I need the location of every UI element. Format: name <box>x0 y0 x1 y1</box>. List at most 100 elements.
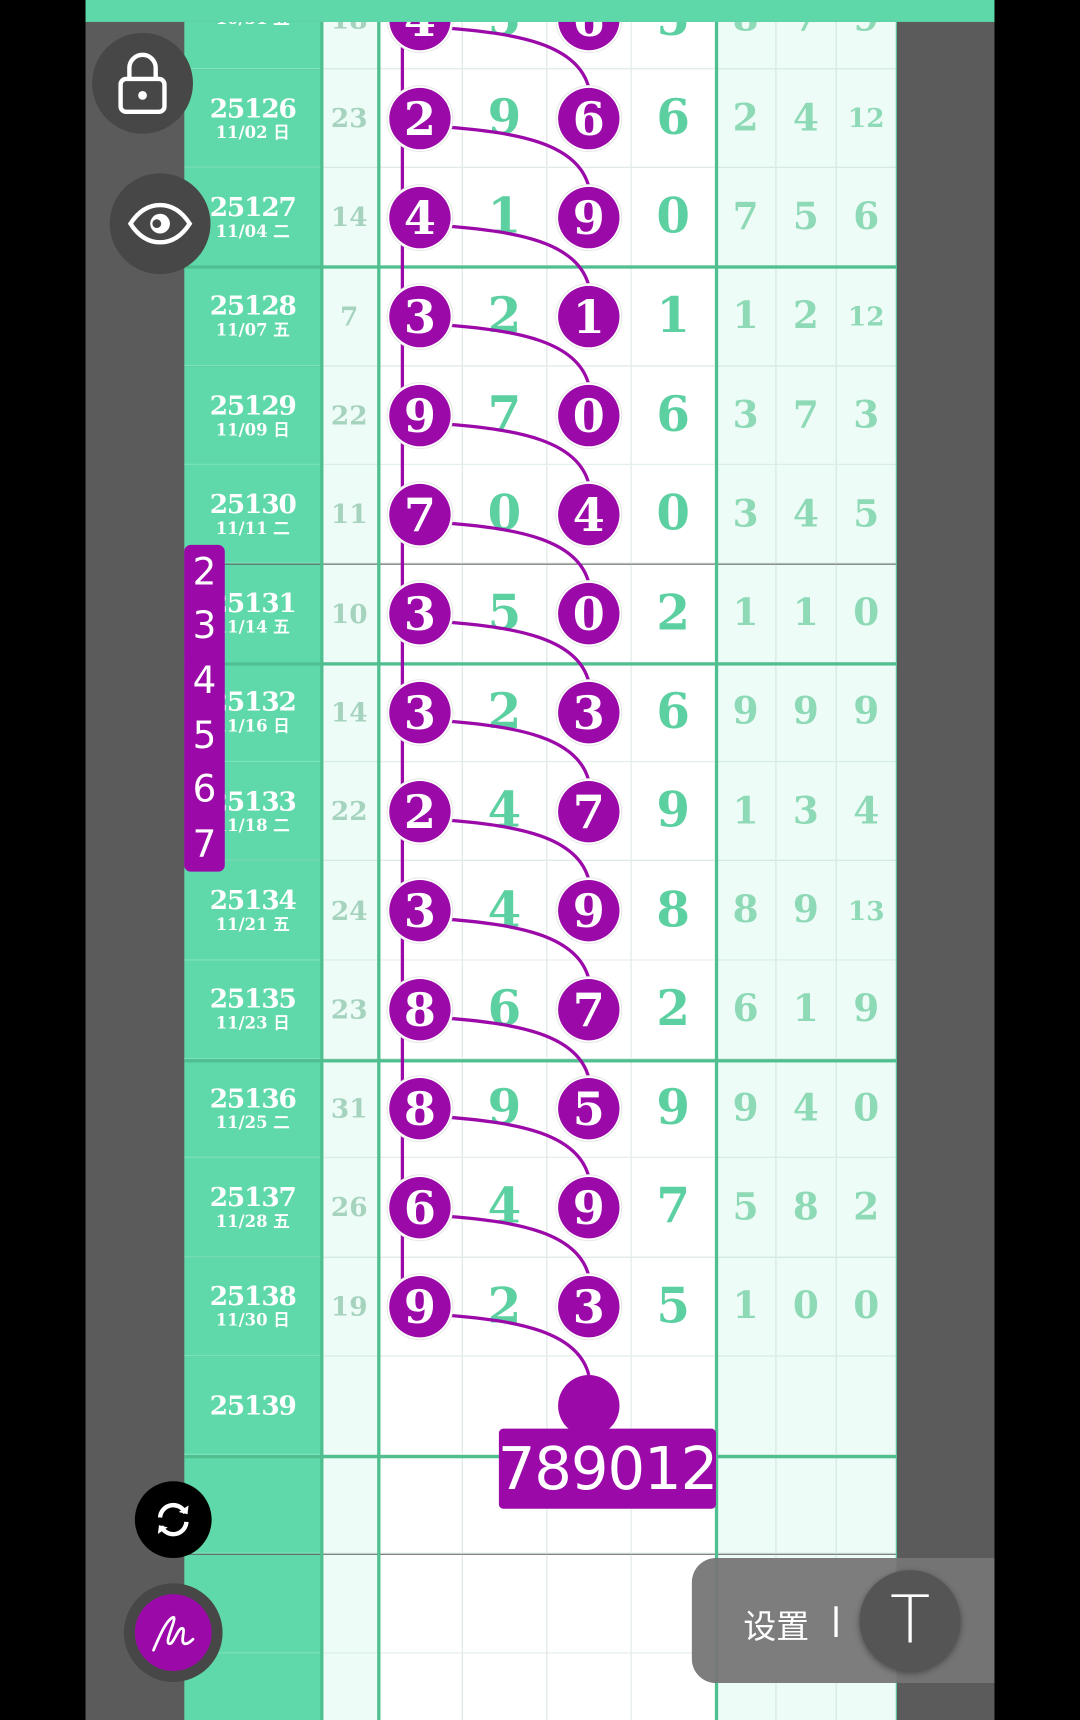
cell-value: 9 <box>853 690 880 735</box>
cell-d: 2 <box>631 960 716 1060</box>
cell-d: 5 <box>631 21 716 70</box>
cell-d: 8 <box>631 861 716 961</box>
cell-c <box>547 465 632 565</box>
cell-sum: 24 <box>321 861 379 961</box>
cell-b <box>462 1653 548 1720</box>
cell-value: 4 <box>792 1086 819 1131</box>
cell-b: 2 <box>462 663 548 763</box>
cell-value: 9 <box>732 1086 759 1131</box>
cell-value: 9 <box>853 22 879 41</box>
side-tag-digit: 3 <box>192 604 217 649</box>
cell-value: 2 <box>656 585 691 642</box>
cell-f: 9 <box>776 861 837 961</box>
cell-a <box>378 762 463 862</box>
text-tool-button[interactable]: T <box>859 1570 961 1671</box>
cell-value: 0 <box>656 486 691 543</box>
cell-e: 8 <box>715 21 777 70</box>
cell-value: 0 <box>853 591 880 635</box>
prediction-text: 789012 <box>497 1434 719 1504</box>
cell-f: 7 <box>776 21 837 70</box>
cell-g: 4 <box>836 762 897 862</box>
cell-value: 24 <box>330 894 368 926</box>
cell-value: 2 <box>853 1185 880 1230</box>
cell-f: 3 <box>776 762 837 862</box>
cell-c <box>547 762 632 862</box>
cell-a <box>378 1059 463 1159</box>
issue-cell: 25139 <box>184 1356 322 1456</box>
cell-d: 9 <box>631 1059 716 1159</box>
refresh-icon <box>157 1502 189 1537</box>
cell-f: 1 <box>776 960 837 1060</box>
cell-a <box>378 1653 463 1720</box>
cell-value: 8 <box>656 882 691 939</box>
cell-sum: 14 <box>321 663 379 763</box>
cell-a <box>378 1257 463 1357</box>
cell-g: 5 <box>836 465 897 565</box>
side-number-tag[interactable]: 2 3 4 5 6 7 <box>184 544 225 872</box>
issue-number: 25139 <box>209 1388 297 1421</box>
cell-d: 1 <box>631 267 716 367</box>
cell-f: 7 <box>776 366 837 466</box>
side-tag-digit: 5 <box>192 713 217 758</box>
cell-sum: 19 <box>321 1257 379 1357</box>
lock-button[interactable] <box>92 32 193 134</box>
group-divider <box>184 265 897 269</box>
cell-value: 11 <box>330 498 368 530</box>
cell-sum: 31 <box>321 1059 379 1159</box>
cell-g: 9 <box>836 21 897 70</box>
cell-value: 5 <box>656 1278 691 1335</box>
cell-value: 1 <box>487 189 522 245</box>
cell-e: 1 <box>715 762 777 862</box>
issue-date: 11/18 二 <box>215 815 290 836</box>
cell-b: 5 <box>462 21 548 70</box>
eye-button[interactable] <box>109 173 211 275</box>
settings-label[interactable]: 设置 <box>743 1608 810 1647</box>
settings-panel[interactable]: 设置 T <box>691 1558 995 1684</box>
cell-sum: 10 <box>321 564 379 664</box>
cell-value: 5 <box>732 1185 759 1230</box>
issue-number: 25130 <box>209 487 297 520</box>
cell-value: 9 <box>853 987 880 1032</box>
cell-b: 1 <box>462 168 548 268</box>
text-cursor-divider <box>834 1606 838 1637</box>
cell-sum <box>321 1653 379 1720</box>
cell-value: 7 <box>656 1179 691 1236</box>
cell-value: 22 <box>330 795 368 827</box>
refresh-button[interactable] <box>134 1481 212 1559</box>
cell-value: 12 <box>847 300 885 332</box>
cell-value: 2 <box>487 288 522 344</box>
cell-d: 0 <box>631 168 716 268</box>
cell-value: 9 <box>487 90 522 146</box>
cell-d: 7 <box>631 1158 716 1258</box>
cell-value: 2 <box>732 96 759 140</box>
cell-g: 0 <box>836 564 897 664</box>
issue-date: 11/04 二 <box>215 221 290 242</box>
cell-f: 8 <box>776 1158 837 1258</box>
cell-value: 8 <box>792 1185 819 1230</box>
cell-e: 8 <box>715 861 777 961</box>
cell-value: 2 <box>792 294 819 338</box>
cell-f: 5 <box>776 168 837 268</box>
cell-sum <box>321 1554 379 1654</box>
text-tool-icon: T <box>889 1582 931 1659</box>
cell-a <box>378 366 463 466</box>
cell-e: 5 <box>715 1158 777 1258</box>
cell-value: 1 <box>656 288 691 344</box>
cell-b <box>462 1554 548 1654</box>
cell-value: 14 <box>330 201 368 233</box>
cell-value: 8 <box>732 888 759 933</box>
issue-date: 11/02 日 <box>215 122 290 143</box>
issue-number: 25129 <box>209 388 297 421</box>
issue-date: 11/23 日 <box>215 1013 290 1034</box>
issue-number: 25127 <box>209 190 297 223</box>
cell-value: 9 <box>792 690 819 735</box>
cell-b: 0 <box>462 465 548 565</box>
issue-date: 11/30 日 <box>215 1310 290 1331</box>
cell-sum: 26 <box>321 1158 379 1258</box>
cell-sum: 22 <box>321 762 379 862</box>
cell-value: 5 <box>656 22 690 47</box>
cell-b: 9 <box>462 1059 548 1159</box>
cell-value: 1 <box>732 294 759 338</box>
pen-button[interactable] <box>123 1583 223 1682</box>
issue-cell: 25137 11/28 五 <box>184 1158 322 1258</box>
